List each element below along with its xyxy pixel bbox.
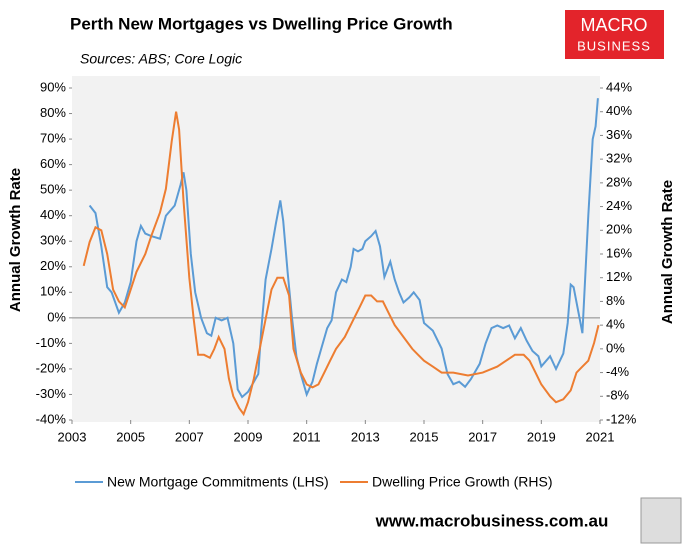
y-tick-label: -30% bbox=[36, 386, 67, 401]
y2-tick-label: 4% bbox=[606, 317, 625, 332]
y2-tick-label: -8% bbox=[606, 388, 630, 403]
chart-title: Perth New Mortgages vs Dwelling Price Gr… bbox=[70, 14, 453, 33]
y2-tick-label: 24% bbox=[606, 198, 632, 213]
y-tick-label: 70% bbox=[40, 131, 66, 146]
y-tick-label: 40% bbox=[40, 207, 66, 222]
x-tick-label: 2019 bbox=[527, 429, 556, 444]
y-tick-label: 50% bbox=[40, 182, 66, 197]
x-tick-label: 2003 bbox=[58, 429, 87, 444]
x-tick-label: 2009 bbox=[234, 429, 263, 444]
y2-tick-label: 44% bbox=[606, 79, 632, 94]
legend-label: Dwelling Price Growth (RHS) bbox=[372, 474, 552, 490]
y2-tick-label: 16% bbox=[606, 245, 632, 260]
legend-label: New Mortgage Commitments (LHS) bbox=[107, 474, 329, 490]
y-tick-label: 60% bbox=[40, 156, 66, 171]
x-tick-label: 2017 bbox=[468, 429, 497, 444]
y-axis-label: Annual Growth Rate bbox=[7, 168, 24, 312]
y-tick-label: 90% bbox=[40, 79, 66, 94]
y2-tick-label: 0% bbox=[606, 340, 625, 355]
x-tick-label: 2021 bbox=[586, 429, 615, 444]
y-tick-label: 0% bbox=[47, 309, 66, 324]
y-tick-label: 10% bbox=[40, 284, 66, 299]
logo-text: BUSINESS bbox=[577, 38, 651, 53]
y2-tick-label: 28% bbox=[606, 174, 632, 189]
y2-tick-label: 20% bbox=[606, 222, 632, 237]
y-tick-label: -40% bbox=[36, 411, 67, 426]
y2-tick-label: -12% bbox=[606, 411, 637, 426]
logo bbox=[565, 10, 664, 59]
x-tick-label: 2015 bbox=[410, 429, 439, 444]
y-tick-label: 30% bbox=[40, 233, 66, 248]
y2-tick-label: 12% bbox=[606, 269, 632, 284]
y2-tick-label: 32% bbox=[606, 151, 632, 166]
logo-text: MACRO bbox=[581, 15, 648, 35]
y-tick-label: 20% bbox=[40, 258, 66, 273]
x-tick-label: 2007 bbox=[175, 429, 204, 444]
x-tick-label: 2005 bbox=[116, 429, 145, 444]
x-tick-label: 2013 bbox=[351, 429, 380, 444]
y2-tick-label: 40% bbox=[606, 103, 632, 118]
chart-subtitle: Sources: ABS; Core Logic bbox=[80, 51, 242, 67]
series-line bbox=[88, 98, 599, 399]
x-tick-label: 2011 bbox=[293, 429, 321, 444]
y-tick-label: 80% bbox=[40, 105, 66, 120]
y-tick-label: -20% bbox=[36, 360, 67, 375]
website: www.macrobusiness.com.au bbox=[375, 511, 609, 530]
logo-icon bbox=[640, 497, 682, 544]
y-tick-label: -10% bbox=[36, 335, 67, 350]
y2-tick-label: 36% bbox=[606, 127, 632, 142]
plot-area bbox=[72, 76, 600, 422]
series-line bbox=[82, 111, 600, 417]
y2-tick-label: -4% bbox=[606, 364, 630, 379]
y2-tick-label: 8% bbox=[606, 293, 625, 308]
y2-axis-label: Annual Growth Rate bbox=[659, 180, 676, 324]
